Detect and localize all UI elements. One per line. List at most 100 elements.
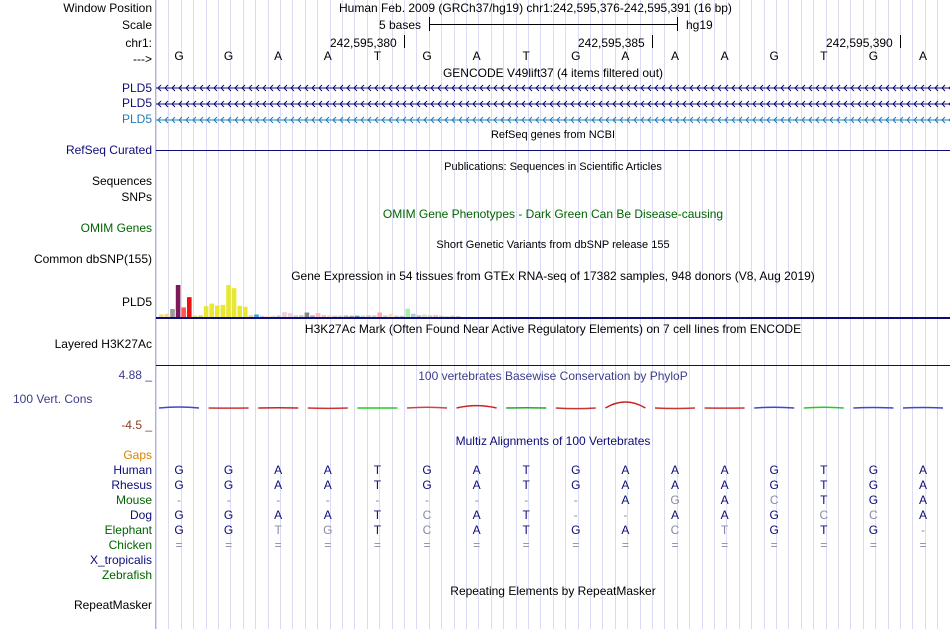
gtex-tissue-bar[interactable] [371, 315, 377, 317]
gtex-tissue-bar[interactable] [321, 315, 326, 317]
gtex-tissue-bar[interactable] [310, 315, 315, 317]
species-label-elephant[interactable]: Elephant [104, 523, 152, 537]
h3k27ac-track-label[interactable]: Layered H3K27Ac [54, 337, 152, 351]
gtex-tissue-bar[interactable] [299, 315, 304, 317]
gtex-tissue-bar[interactable] [383, 315, 388, 317]
gtex-tissue-bar[interactable] [220, 304, 226, 317]
snps-track-label[interactable]: SNPs [121, 190, 152, 204]
strand-chevron [304, 100, 309, 108]
strand-chevron [437, 84, 442, 92]
gtex-tissue-bar[interactable] [243, 306, 248, 317]
alignment-base: A [720, 463, 729, 477]
gtex-bar-chart[interactable] [156, 284, 950, 318]
gencode-gene-label-1[interactable]: PLD5 [121, 81, 152, 95]
gencode-gene-models[interactable] [156, 80, 950, 130]
gtex-tissue-bar[interactable] [422, 314, 427, 317]
dbsnp-track-label[interactable]: Common dbSNP(155) [33, 252, 152, 266]
gtex-tissue-bar[interactable] [455, 316, 461, 317]
strand-chevron [227, 116, 232, 124]
gtex-tissue-bar[interactable] [248, 315, 254, 317]
gtex-tissue-bar[interactable] [159, 314, 164, 317]
gtex-tissue-bar[interactable] [366, 315, 371, 317]
gtex-tissue-bar[interactable] [388, 313, 394, 317]
repeatmasker-track-title: Repeating Elements by RepeatMasker [450, 584, 656, 598]
gtex-tissue-bar[interactable] [399, 315, 405, 317]
gtex-tissue-bar[interactable] [203, 306, 209, 317]
alignment-base: G [670, 493, 680, 507]
gtex-tissue-bar[interactable] [164, 313, 170, 317]
gencode-gene-label-3[interactable]: PLD5 [121, 112, 152, 126]
phylop-signal[interactable] [156, 388, 950, 428]
species-label-rhesus[interactable]: Rhesus [111, 478, 152, 492]
species-label-dog[interactable]: Dog [129, 508, 152, 522]
sequences-track-label[interactable]: Sequences [91, 174, 152, 188]
gencode-gene-label-2[interactable]: PLD5 [121, 96, 152, 110]
gtex-tissue-bar[interactable] [360, 315, 366, 317]
grid-line [193, 0, 195, 629]
gtex-tissue-bar[interactable] [175, 285, 181, 317]
gtex-tissue-bar[interactable] [349, 315, 354, 317]
gtex-tissue-bar[interactable] [170, 309, 175, 317]
gtex-tissue-bar[interactable] [187, 297, 192, 317]
gtex-tissue-bar[interactable] [343, 315, 349, 317]
refseq-track-label[interactable]: RefSeq Curated [65, 143, 152, 157]
gtex-tissue-bar[interactable] [304, 312, 310, 317]
gtex-tissue-bar[interactable] [377, 312, 382, 317]
gtex-tissue-bar[interactable] [265, 316, 270, 317]
species-label-x_tropicalis[interactable]: X_tropicalis [89, 553, 152, 567]
gtex-tissue-bar[interactable] [192, 315, 198, 317]
species-label-zebrafish[interactable]: Zebrafish [101, 568, 152, 582]
gtex-tissue-bar[interactable] [439, 315, 444, 317]
strand-chevron [535, 100, 540, 108]
gtex-tissue-bar[interactable] [427, 315, 433, 317]
gtex-tissue-bar[interactable] [209, 303, 214, 317]
gtex-tissue-bar[interactable] [181, 307, 186, 317]
strand-chevron [612, 84, 617, 92]
gtex-tissue-bar[interactable] [416, 315, 422, 317]
refseq-gene-line[interactable] [156, 150, 950, 151]
gtex-tissue-bar[interactable] [327, 315, 332, 317]
strand-chevron [794, 84, 799, 92]
gtex-tissue-bar[interactable] [405, 308, 410, 317]
gtex-tissue-bar[interactable] [411, 313, 416, 317]
species-label-human[interactable]: Human [113, 463, 152, 477]
strand-chevron [339, 116, 344, 124]
species-label-chicken[interactable]: Chicken [108, 538, 152, 552]
alignment-base: G [571, 523, 581, 537]
gtex-tissue-bar[interactable] [215, 305, 220, 317]
gtex-tissue-bar[interactable] [293, 315, 298, 317]
species-label-mouse[interactable]: Mouse [115, 493, 152, 507]
gtex-gene-label[interactable]: PLD5 [121, 295, 152, 309]
gtex-tissue-bar[interactable] [254, 314, 259, 317]
gtex-tissue-bar[interactable] [450, 315, 455, 317]
gtex-tissue-bar[interactable] [276, 315, 282, 317]
alignment-base: T [820, 478, 828, 492]
gtex-tissue-bar[interactable] [237, 305, 242, 317]
strand-chevron [381, 84, 386, 92]
gtex-tissue-bar[interactable] [338, 315, 343, 317]
gtex-tissue-bar[interactable] [287, 313, 293, 317]
gtex-tissue-bar[interactable] [282, 312, 287, 317]
phylop-track-label[interactable]: 100 Vert. Cons [13, 392, 93, 406]
strand-chevron [703, 116, 708, 124]
gtex-tissue-bar[interactable] [226, 285, 231, 317]
repeatmasker-track-label[interactable]: RepeatMasker [73, 598, 152, 612]
sequence-base: T [373, 49, 382, 63]
gtex-tissue-bar[interactable] [433, 315, 438, 317]
gtex-tissue-bar[interactable] [315, 313, 321, 317]
gtex-tissue-bar[interactable] [231, 288, 237, 317]
gtex-tissue-bar[interactable] [332, 315, 338, 317]
gtex-tissue-bar[interactable] [444, 316, 450, 317]
gtex-tissue-bar[interactable] [394, 315, 399, 317]
strand-chevron [808, 84, 813, 92]
gtex-tissue-bar[interactable] [355, 315, 360, 317]
omim-track-label[interactable]: OMIM Genes [80, 221, 152, 235]
strand-chevron [465, 100, 470, 108]
track-data-area[interactable]: Human Feb. 2009 (GRCh37/hg19) chr1:242,5… [156, 0, 950, 629]
alignment-base: A [472, 463, 481, 477]
strand-chevron [325, 84, 330, 92]
gtex-tissue-bar[interactable] [271, 315, 276, 317]
gtex-tissue-bar[interactable] [259, 315, 265, 317]
gtex-tissue-bar[interactable] [198, 315, 203, 317]
